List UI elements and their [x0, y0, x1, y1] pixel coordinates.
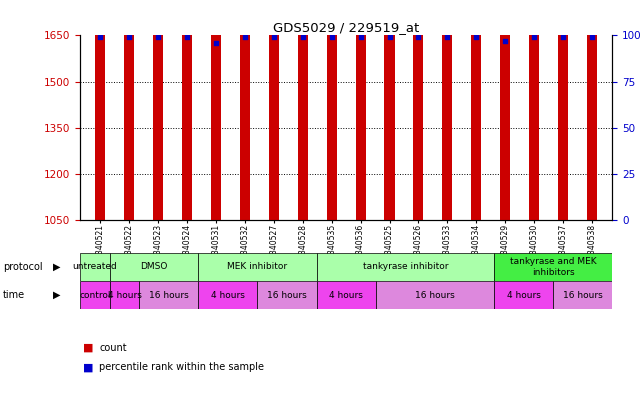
Text: tankyrase inhibitor: tankyrase inhibitor — [363, 263, 448, 271]
Bar — [240, 0, 250, 220]
Text: 4 hours: 4 hours — [108, 291, 142, 299]
Text: 4 hours: 4 hours — [506, 291, 540, 299]
Point — [124, 34, 135, 40]
Text: count: count — [99, 343, 127, 353]
Text: ▶: ▶ — [53, 262, 61, 272]
Text: 16 hours: 16 hours — [563, 291, 603, 299]
Bar — [80, 281, 110, 309]
Bar — [153, 0, 163, 220]
Point — [297, 34, 308, 40]
Point — [211, 40, 221, 46]
Point — [96, 34, 106, 40]
Text: protocol: protocol — [3, 262, 43, 272]
Point — [587, 34, 597, 40]
Point — [356, 34, 366, 40]
Bar — [356, 0, 365, 220]
Point — [269, 34, 279, 40]
Point — [529, 34, 539, 40]
Bar — [587, 0, 597, 220]
Point — [153, 34, 163, 40]
Point — [413, 34, 424, 40]
Point — [240, 34, 250, 40]
Text: DMSO: DMSO — [140, 263, 168, 271]
Bar — [211, 0, 221, 220]
Point — [182, 34, 192, 40]
Point — [326, 34, 337, 40]
Bar — [413, 0, 424, 220]
Point — [385, 34, 395, 40]
Bar — [96, 0, 105, 220]
Bar — [198, 253, 317, 281]
Bar — [317, 253, 494, 281]
Point — [471, 34, 481, 40]
Bar — [139, 281, 198, 309]
Bar — [110, 281, 139, 309]
Bar — [198, 281, 258, 309]
Bar — [80, 253, 110, 281]
Bar — [327, 0, 337, 220]
Bar — [258, 281, 317, 309]
Text: percentile rank within the sample: percentile rank within the sample — [99, 362, 264, 373]
Text: ■: ■ — [83, 343, 94, 353]
Bar — [124, 0, 135, 220]
Bar — [500, 0, 510, 220]
Text: untreated: untreated — [72, 263, 117, 271]
Bar — [553, 281, 612, 309]
Point — [442, 34, 453, 40]
Bar — [297, 0, 308, 220]
Text: 4 hours: 4 hours — [329, 291, 363, 299]
Bar — [529, 0, 539, 220]
Bar — [494, 253, 612, 281]
Bar — [182, 0, 192, 220]
Title: GDS5029 / 229519_at: GDS5029 / 229519_at — [273, 21, 419, 34]
Bar — [317, 281, 376, 309]
Bar — [494, 281, 553, 309]
Text: MEK inhibitor: MEK inhibitor — [228, 263, 288, 271]
Point — [500, 38, 510, 44]
Text: 16 hours: 16 hours — [149, 291, 188, 299]
Bar — [269, 0, 279, 220]
Text: 4 hours: 4 hours — [211, 291, 245, 299]
Bar — [442, 0, 453, 220]
Text: time: time — [3, 290, 26, 300]
Text: tankyrase and MEK
inhibitors: tankyrase and MEK inhibitors — [510, 257, 596, 277]
Bar — [110, 253, 198, 281]
Text: 16 hours: 16 hours — [415, 291, 454, 299]
Bar — [385, 0, 395, 220]
Bar — [558, 0, 568, 220]
Bar — [376, 281, 494, 309]
Text: ▶: ▶ — [53, 290, 61, 300]
Bar — [471, 0, 481, 220]
Text: control: control — [79, 291, 111, 299]
Text: 16 hours: 16 hours — [267, 291, 307, 299]
Text: ■: ■ — [83, 362, 94, 373]
Point — [558, 34, 568, 40]
